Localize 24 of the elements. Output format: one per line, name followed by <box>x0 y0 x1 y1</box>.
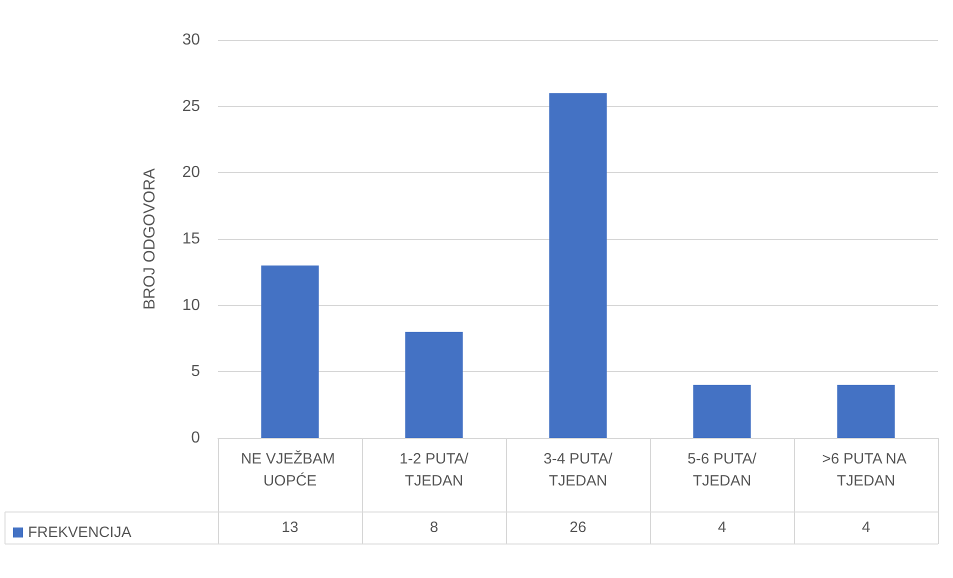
bar <box>837 384 895 438</box>
data-label: 8 <box>430 519 438 536</box>
data-label: 4 <box>718 519 726 536</box>
y-tick-label: 30 <box>182 32 200 48</box>
x-tick-label: 1-2 PUTA/TJEDAN <box>400 450 470 490</box>
data-label: 13 <box>282 519 298 536</box>
y-tick-label: 15 <box>182 230 200 248</box>
y-tick-label: 25 <box>182 98 200 115</box>
x-tick-label: NE VJEŽBAM UOPĆE <box>240 450 340 490</box>
bar <box>693 384 751 438</box>
y-axis-title: BROJ ODGOVORA <box>142 168 158 310</box>
y-tick-label: 0 <box>191 430 200 446</box>
x-tick-label: 3-4 PUTA/TJEDAN <box>544 450 614 490</box>
bar <box>405 332 463 438</box>
legend-label: FREKVENCIJA <box>28 524 132 541</box>
x-tick-label: 5-6 PUTA/TJEDAN <box>688 450 758 490</box>
bar <box>261 266 319 438</box>
y-tick-label: 20 <box>182 164 200 182</box>
data-label: 26 <box>570 519 586 536</box>
x-tick-label: >6 PUTA NA TJEDAN <box>822 450 910 490</box>
data-label: 4 <box>862 519 870 536</box>
y-tick-label: 5 <box>191 363 200 380</box>
y-tick-label: 10 <box>182 296 200 314</box>
bar <box>549 93 607 438</box>
